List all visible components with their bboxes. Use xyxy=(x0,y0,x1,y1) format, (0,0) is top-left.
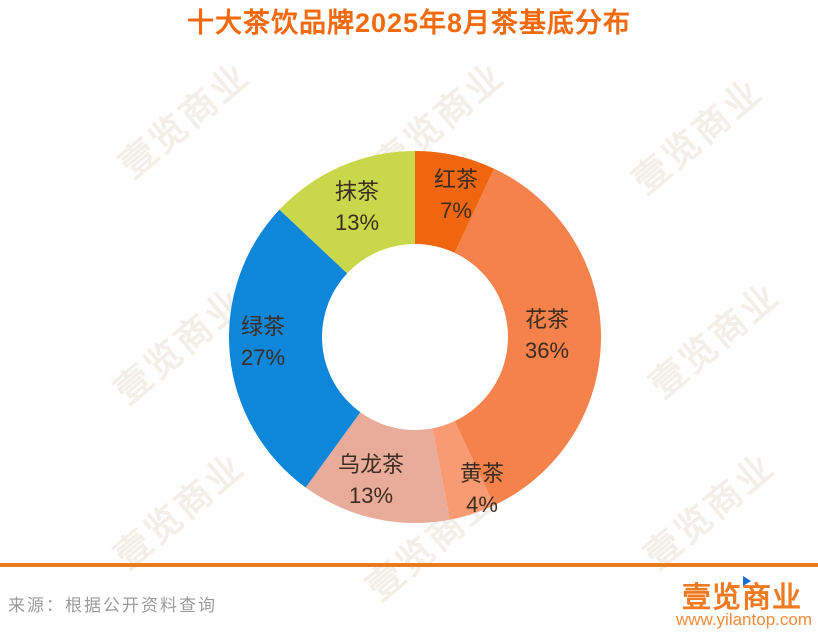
brand-logo-text: 壹览商业 xyxy=(681,582,802,614)
source-note: 来源：根据公开资料查询 xyxy=(8,596,217,615)
segment-percentage: 27% xyxy=(240,345,286,370)
segment-name: 抹茶 xyxy=(334,179,380,205)
segment-label-绿茶: 绿茶 27% xyxy=(241,312,285,374)
watermark: 壹览商业 xyxy=(624,70,771,202)
footer-divider-line xyxy=(0,563,818,567)
donut-chart-svg xyxy=(228,151,601,524)
logo-arrow-icon xyxy=(742,576,751,586)
segment-name: 绿茶 xyxy=(240,314,286,340)
segment-label-乌龙茶: 乌龙茶 13% xyxy=(338,450,404,512)
pie-segment-乌龙茶 xyxy=(305,412,450,524)
chart-title: 十大茶饮品牌2025年8月茶基底分布 xyxy=(186,8,632,38)
brand-logo: 壹览商业 xyxy=(682,574,802,616)
segment-percentage: 4% xyxy=(466,492,498,517)
segment-label-红茶: 红茶 7% xyxy=(434,165,478,227)
segment-percentage: 13% xyxy=(334,210,380,235)
donut-chart: 红茶 7% 花茶 36% 黄茶 4% 乌龙茶 13% 绿茶 27% 抹茶 13% xyxy=(225,147,605,527)
segment-label-黄茶: 黄茶 4% xyxy=(460,459,504,521)
segment-name: 乌龙茶 xyxy=(337,452,405,478)
segment-label-抹茶: 抹茶 13% xyxy=(335,177,379,239)
segment-percentage: 13% xyxy=(348,483,394,508)
pie-segment-红茶 xyxy=(415,151,495,253)
segment-percentage: 36% xyxy=(524,338,570,363)
pie-segment-抹茶 xyxy=(279,151,415,274)
segment-percentage: 7% xyxy=(440,198,472,223)
segment-name: 红茶 xyxy=(433,167,479,193)
segment-label-花茶: 花茶 36% xyxy=(525,305,569,367)
pie-segment-花茶 xyxy=(454,168,601,506)
watermark: 壹览商业 xyxy=(641,274,788,406)
pie-segment-黄茶 xyxy=(432,421,495,520)
brand-website: www.yilantop.com xyxy=(675,610,812,629)
segment-name: 花茶 xyxy=(524,307,570,333)
pie-segment-绿茶 xyxy=(228,209,361,488)
segment-name: 黄茶 xyxy=(459,461,505,487)
watermark: 壹览商业 xyxy=(636,445,783,577)
